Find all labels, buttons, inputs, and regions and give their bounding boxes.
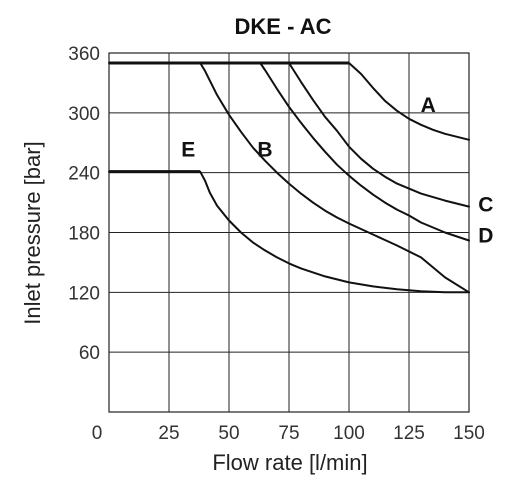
y-tick-label: 120	[68, 283, 100, 304]
y-tick-label: 180	[68, 224, 100, 245]
y-tick-label: 300	[68, 104, 100, 125]
curve-b	[199, 62, 470, 294]
x-tick-label: 0	[92, 423, 103, 444]
curve-label-e: E	[181, 139, 195, 162]
x-tick-label: 75	[278, 423, 299, 444]
curve-label-b: B	[257, 139, 272, 162]
x-tick-labels: 0 25 50 75 100 125 150	[92, 423, 485, 444]
y-axis-label: Inlet pressure [bar]	[20, 141, 45, 324]
y-tick-labels: 60 120 180 240 300 360	[68, 44, 100, 364]
series	[108, 61, 470, 294]
y-tick-label: 60	[79, 343, 100, 364]
y-tick-label: 360	[68, 44, 100, 65]
curve-label-d: D	[478, 224, 493, 247]
x-tick-label: 150	[453, 423, 485, 444]
x-axis-label: Flow rate [l/min]	[212, 450, 367, 475]
chart-title: DKE - AC	[235, 14, 332, 39]
curve-c	[288, 62, 470, 208]
curve-a	[108, 62, 470, 141]
x-tick-label: 25	[158, 423, 179, 444]
x-tick-label: 50	[218, 423, 239, 444]
x-tick-label: 125	[393, 423, 425, 444]
curve-labels: A B CD E	[181, 94, 493, 248]
y-tick-label: 240	[68, 164, 100, 185]
curve-label-c: C	[478, 194, 493, 217]
curve-e	[108, 170, 470, 294]
x-tick-label: 100	[333, 423, 365, 444]
curve-label-a: A	[421, 94, 436, 117]
plot-frame	[108, 52, 470, 413]
curve-d	[259, 62, 470, 242]
